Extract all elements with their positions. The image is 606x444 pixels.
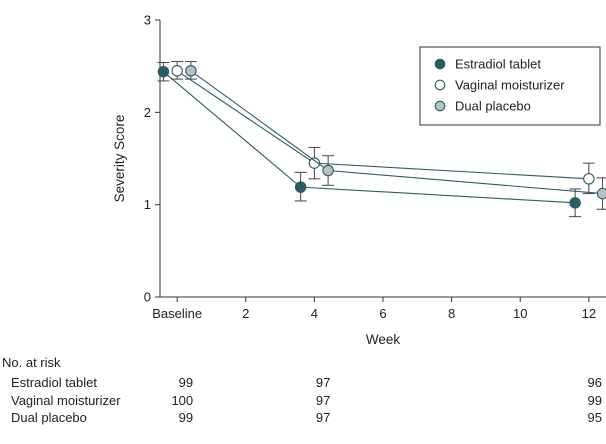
at-risk-row-label: Dual placebo — [11, 410, 87, 425]
y-axis-title: Severity Score — [112, 115, 127, 203]
x-axis-title: Week — [366, 332, 401, 347]
series-group — [157, 61, 606, 218]
y-tick-label: 2 — [144, 105, 151, 120]
at-risk-row-label: Vaginal moisturizer — [11, 392, 121, 408]
x-tick-label: Baseline — [152, 306, 202, 321]
y-tick-label: 0 — [144, 290, 151, 305]
x-tick-label: 12 — [582, 306, 596, 321]
legend-marker — [434, 79, 446, 91]
data-point — [583, 173, 595, 185]
at-risk-count: 97 — [315, 375, 331, 390]
at-risk-title: No. at risk — [2, 355, 61, 370]
y-tick-label: 1 — [144, 197, 151, 212]
at-risk-count: 97 — [315, 410, 331, 425]
x-tick-label: 4 — [311, 306, 318, 321]
data-point — [294, 181, 307, 193]
at-risk-count: 99 — [178, 410, 194, 425]
series-estradiol-tablet — [157, 61, 582, 218]
data-point — [569, 197, 581, 209]
legend-label: Estradiol tablet — [455, 57, 541, 72]
at-risk-count: 99 — [587, 392, 602, 408]
series-dual-placebo — [184, 61, 606, 210]
data-point — [171, 65, 183, 77]
at-risk-count: 95 — [587, 410, 602, 425]
at-risk-count: 99 — [178, 375, 194, 390]
x-tick-label: 10 — [513, 306, 527, 321]
x-tick-label: 6 — [379, 306, 386, 321]
data-point — [322, 164, 334, 177]
at-risk-count: 100 — [171, 392, 194, 408]
at-risk-count: 97 — [315, 392, 331, 408]
legend: Estradiol tablet Vaginal moisturizer Dual … — [419, 46, 601, 126]
legend-label: Dual placebo — [455, 99, 531, 114]
legend-marker — [434, 100, 446, 112]
data-point — [596, 187, 606, 200]
at-risk-count: 96 — [587, 375, 602, 390]
series-vaginal-moisturizer — [171, 61, 595, 195]
data-point — [185, 65, 197, 77]
legend-box — [419, 46, 601, 126]
y-tick-label: 3 — [144, 13, 151, 28]
at-risk-row-label: Estradiol tablet — [11, 375, 97, 390]
x-tick-label: 2 — [242, 306, 249, 321]
x-tick-label: 8 — [448, 306, 455, 321]
data-point — [157, 65, 170, 78]
data-point — [308, 157, 321, 169]
legend-marker — [434, 58, 446, 70]
legend-label: Vaginal moisturizer — [455, 78, 565, 93]
